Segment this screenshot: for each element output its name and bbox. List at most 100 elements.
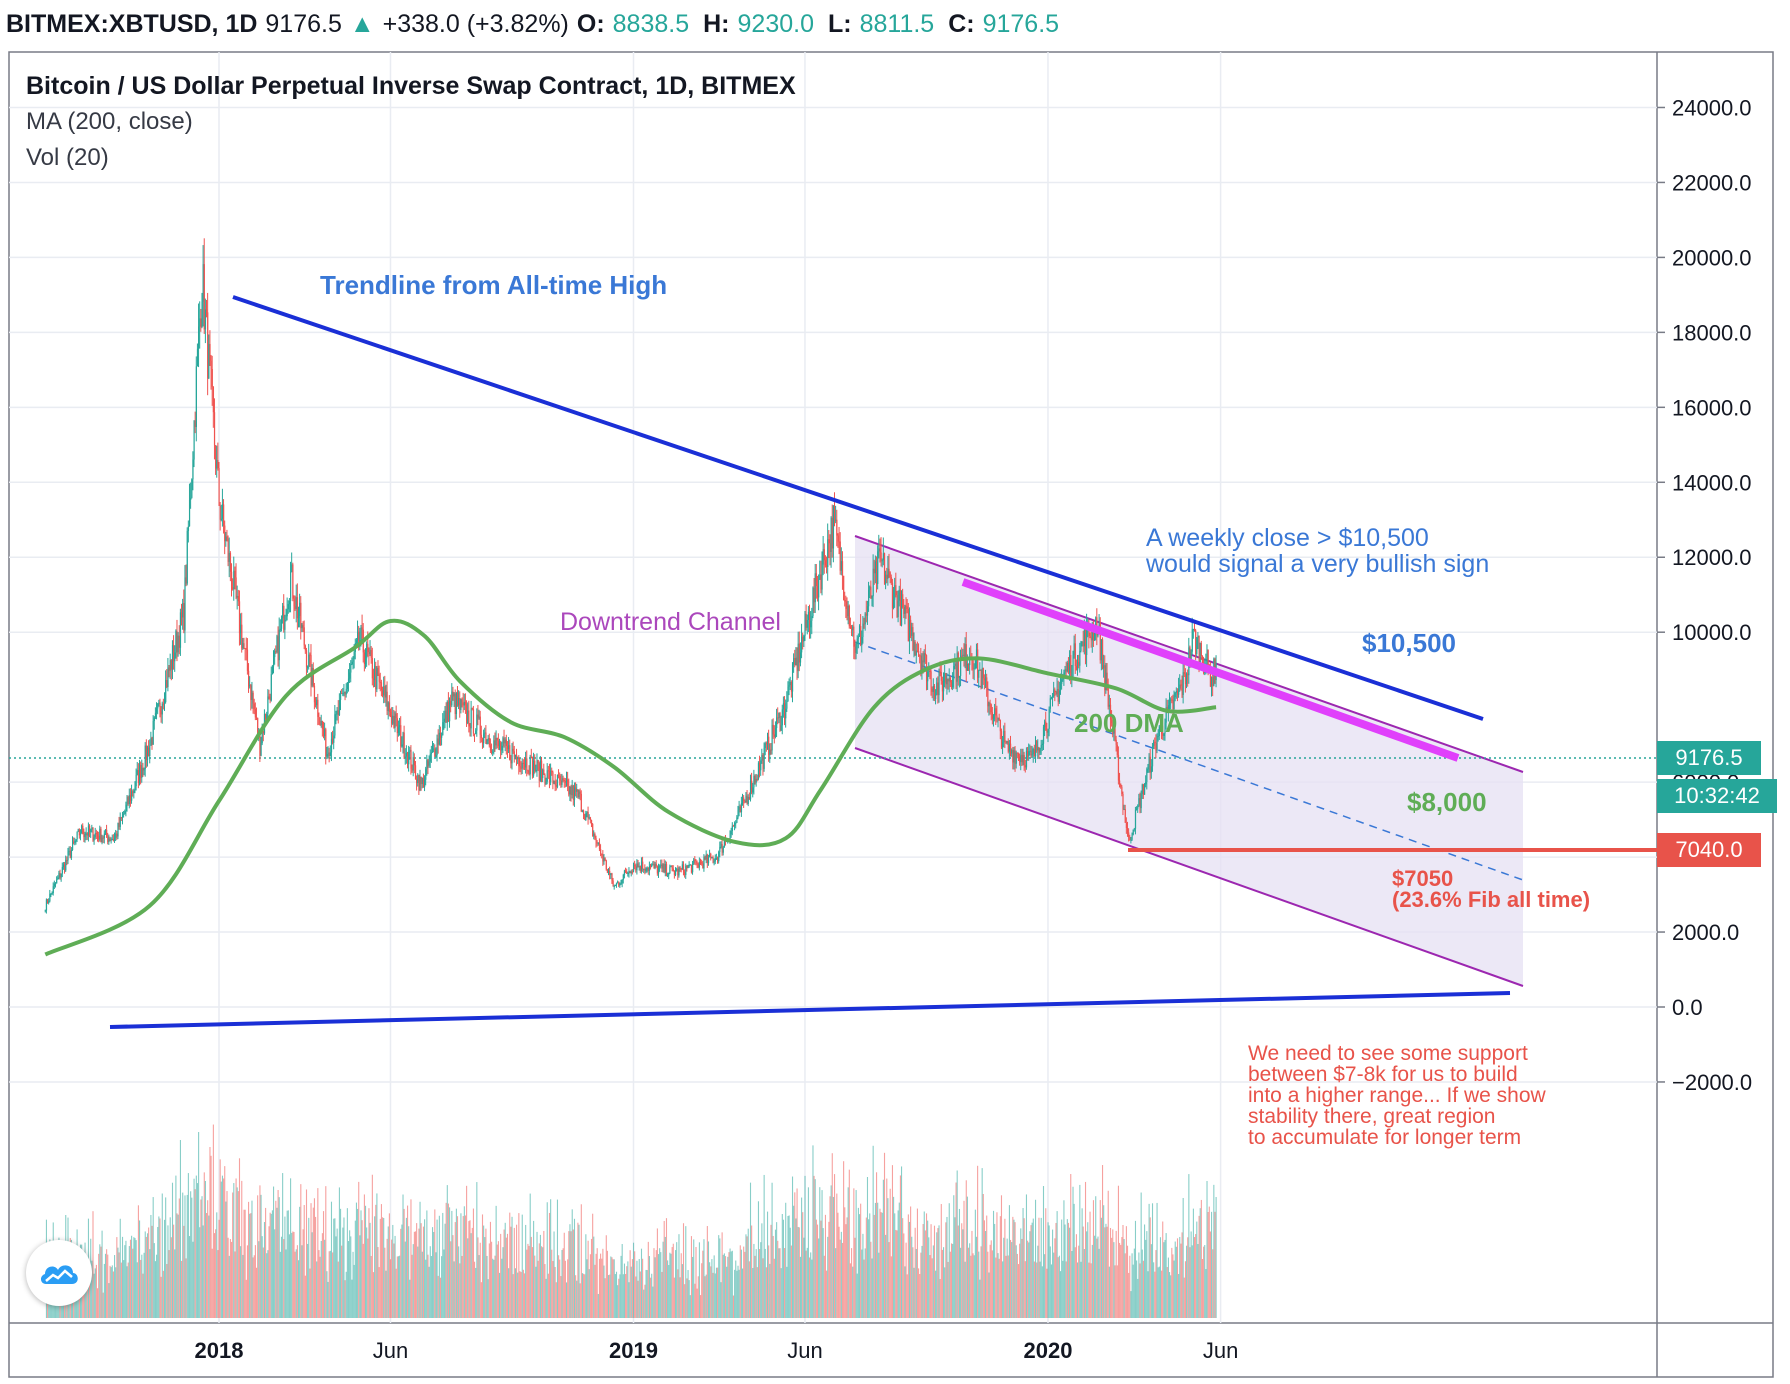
candle-body	[409, 749, 411, 752]
candle-body	[887, 568, 889, 579]
candle-body	[1027, 751, 1029, 757]
volume-bar	[687, 1270, 689, 1318]
x-tick-label: 2019	[609, 1338, 658, 1363]
volume-bar	[883, 1152, 886, 1318]
candle-body	[861, 637, 863, 645]
candle-body	[128, 795, 130, 804]
volume-bar	[734, 1269, 736, 1318]
volume-bar	[1146, 1231, 1148, 1318]
volume-bar	[1094, 1235, 1096, 1318]
volume-bar	[131, 1235, 133, 1318]
volume-bar	[525, 1224, 527, 1318]
candle-body	[807, 611, 810, 620]
candle-body	[274, 650, 276, 658]
volume-bar	[943, 1247, 945, 1318]
volume-bar	[1165, 1233, 1167, 1318]
volume-bar	[352, 1251, 354, 1318]
volume-bar	[1013, 1219, 1015, 1318]
candle-body	[985, 677, 987, 681]
candle-body	[935, 694, 937, 699]
volume-bar	[1147, 1271, 1149, 1318]
candle-body	[946, 678, 948, 685]
candle-body	[402, 732, 404, 745]
volume-bar	[367, 1238, 369, 1318]
candle-body	[1061, 679, 1063, 685]
candle-body	[111, 838, 113, 840]
candle-body	[686, 865, 688, 869]
volume-bar	[1190, 1231, 1192, 1318]
candle-body	[988, 702, 990, 707]
volume-bar	[409, 1279, 411, 1318]
volume-bar	[407, 1205, 409, 1318]
tradingview-cloud-icon[interactable]	[26, 1240, 92, 1306]
candle-body	[435, 755, 437, 757]
volume-bar	[246, 1245, 248, 1318]
volume-bar	[428, 1266, 430, 1318]
candle-body	[327, 752, 329, 755]
candle-body	[1122, 793, 1124, 810]
candle-body	[133, 790, 135, 793]
volume-bar	[213, 1233, 216, 1318]
candle-body	[283, 605, 285, 630]
vol-legend[interactable]: Vol (20)	[26, 144, 109, 171]
volume-bar	[847, 1187, 849, 1318]
candle-body	[671, 866, 673, 869]
volume-bar	[902, 1218, 904, 1318]
volume-bar	[924, 1230, 926, 1318]
candle-body	[336, 710, 338, 714]
candle-body	[469, 726, 471, 729]
candle-body	[68, 850, 70, 852]
candle-body	[72, 841, 74, 851]
volume-bar	[1006, 1238, 1008, 1318]
candle-body	[311, 668, 313, 686]
volume-bar	[802, 1212, 804, 1318]
ma-legend[interactable]: MA (200, close)	[26, 108, 193, 135]
candle-body	[1199, 643, 1201, 665]
volume-bar	[631, 1259, 633, 1318]
candle-body	[1015, 752, 1017, 764]
candle-body	[1163, 733, 1165, 736]
volume-bar	[121, 1236, 124, 1318]
candle-body	[383, 686, 385, 696]
volume-bar	[799, 1256, 802, 1318]
support-note-line: stability there, great region	[1248, 1105, 1496, 1128]
candle-body	[952, 679, 954, 687]
volume-bar	[377, 1247, 379, 1318]
volume-bar	[362, 1243, 364, 1318]
candle-body	[790, 682, 793, 692]
candle-body	[1008, 743, 1011, 752]
volume-bar	[512, 1274, 514, 1318]
volume-bar	[727, 1256, 729, 1318]
volume-bar	[154, 1261, 157, 1318]
volume-bar	[543, 1230, 545, 1318]
candle-body	[1028, 751, 1030, 757]
volume-bar	[1058, 1255, 1060, 1318]
candle-body	[141, 767, 143, 778]
candle-body	[131, 791, 133, 801]
candle-body	[1121, 786, 1123, 794]
candle-body	[526, 758, 528, 771]
volume-bar	[115, 1267, 117, 1318]
candle-body	[911, 627, 913, 636]
candle-body	[528, 772, 530, 775]
volume-bar	[887, 1198, 889, 1318]
volume-bar	[200, 1199, 202, 1318]
volume-bar	[366, 1227, 368, 1318]
candle-body	[149, 745, 151, 756]
volume-bar	[1172, 1254, 1174, 1318]
candle-body	[1189, 647, 1191, 662]
candle-body	[833, 505, 836, 521]
volume-bar	[142, 1273, 144, 1318]
y-axis-ticks: 24000.022000.020000.018000.016000.014000…	[1657, 95, 1752, 1095]
candle-body	[127, 797, 129, 804]
volume-bar	[391, 1239, 393, 1318]
candle-body	[461, 699, 463, 703]
volume-bar	[745, 1234, 747, 1318]
volume-bar	[1111, 1237, 1113, 1318]
volume-bar	[932, 1245, 934, 1318]
volume-bar	[95, 1264, 97, 1318]
candle-body	[694, 859, 696, 861]
candle-body	[961, 655, 963, 657]
symbol-name[interactable]: BITMEX:XBTUSD, 1D	[6, 9, 258, 38]
